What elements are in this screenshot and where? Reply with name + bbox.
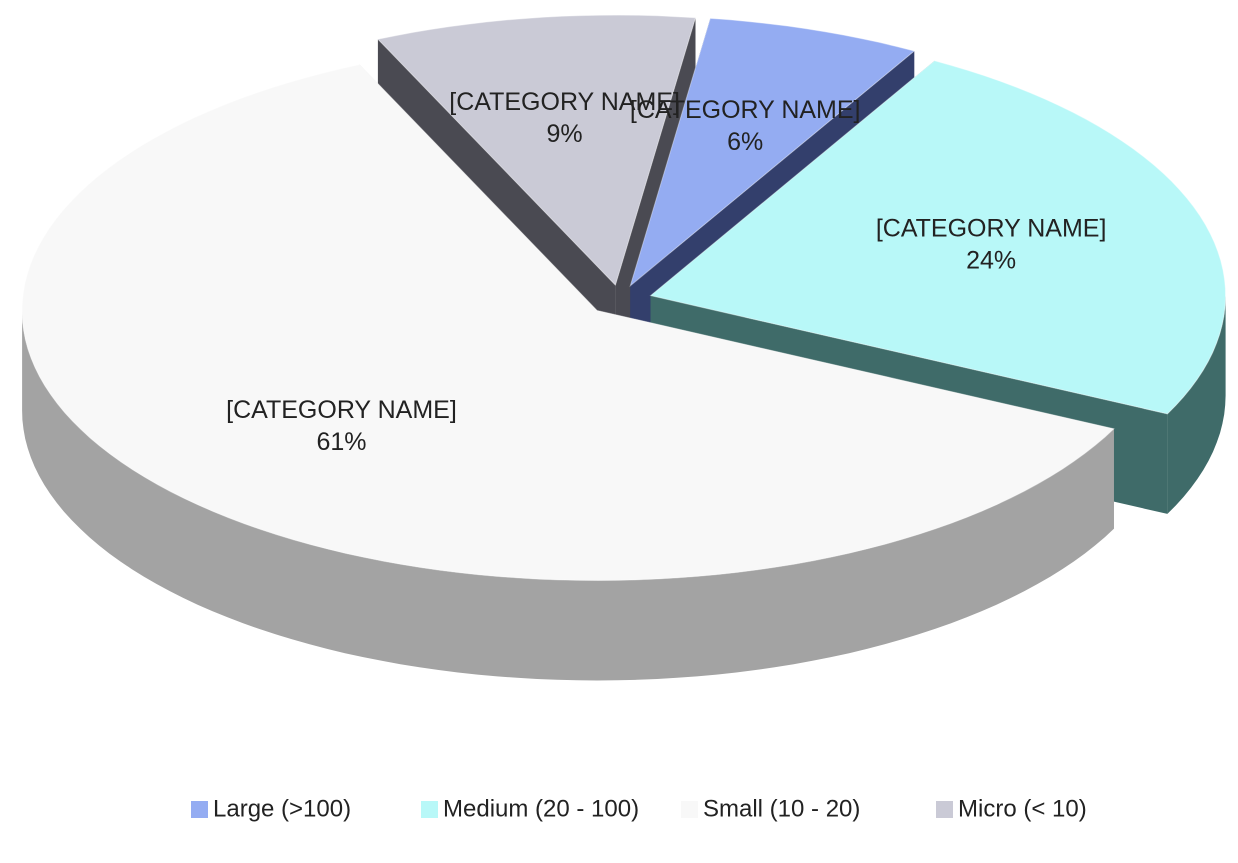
legend-label: Small (10 - 20) [703,795,860,822]
data-label-value: 61% [316,428,366,456]
slice-top [649,60,1227,415]
data-label-name: [CATEGORY NAME] [630,96,861,124]
data-label-name: [CATEGORY NAME] [449,88,680,116]
legend-swatch [191,801,208,818]
slice [21,64,1115,681]
legend-swatch [421,801,438,818]
slice-side [22,310,1114,681]
data-label-value: 6% [727,128,763,156]
data-label-value: 24% [966,247,1016,275]
legend-label: Medium (20 - 100) [443,795,639,822]
data-label-value: 9% [547,120,583,148]
legend-swatch [681,801,698,818]
data-label-name: [CATEGORY NAME] [226,396,457,424]
legend-label: Large (>100) [213,795,351,822]
legend-swatch [936,801,953,818]
slice-side [1167,295,1226,514]
slice-top [21,64,1115,582]
slice-top [629,17,916,288]
data-label-name: [CATEGORY NAME] [876,215,1107,243]
slice-top [376,14,697,287]
legend-label: Micro (< 10) [958,795,1087,822]
